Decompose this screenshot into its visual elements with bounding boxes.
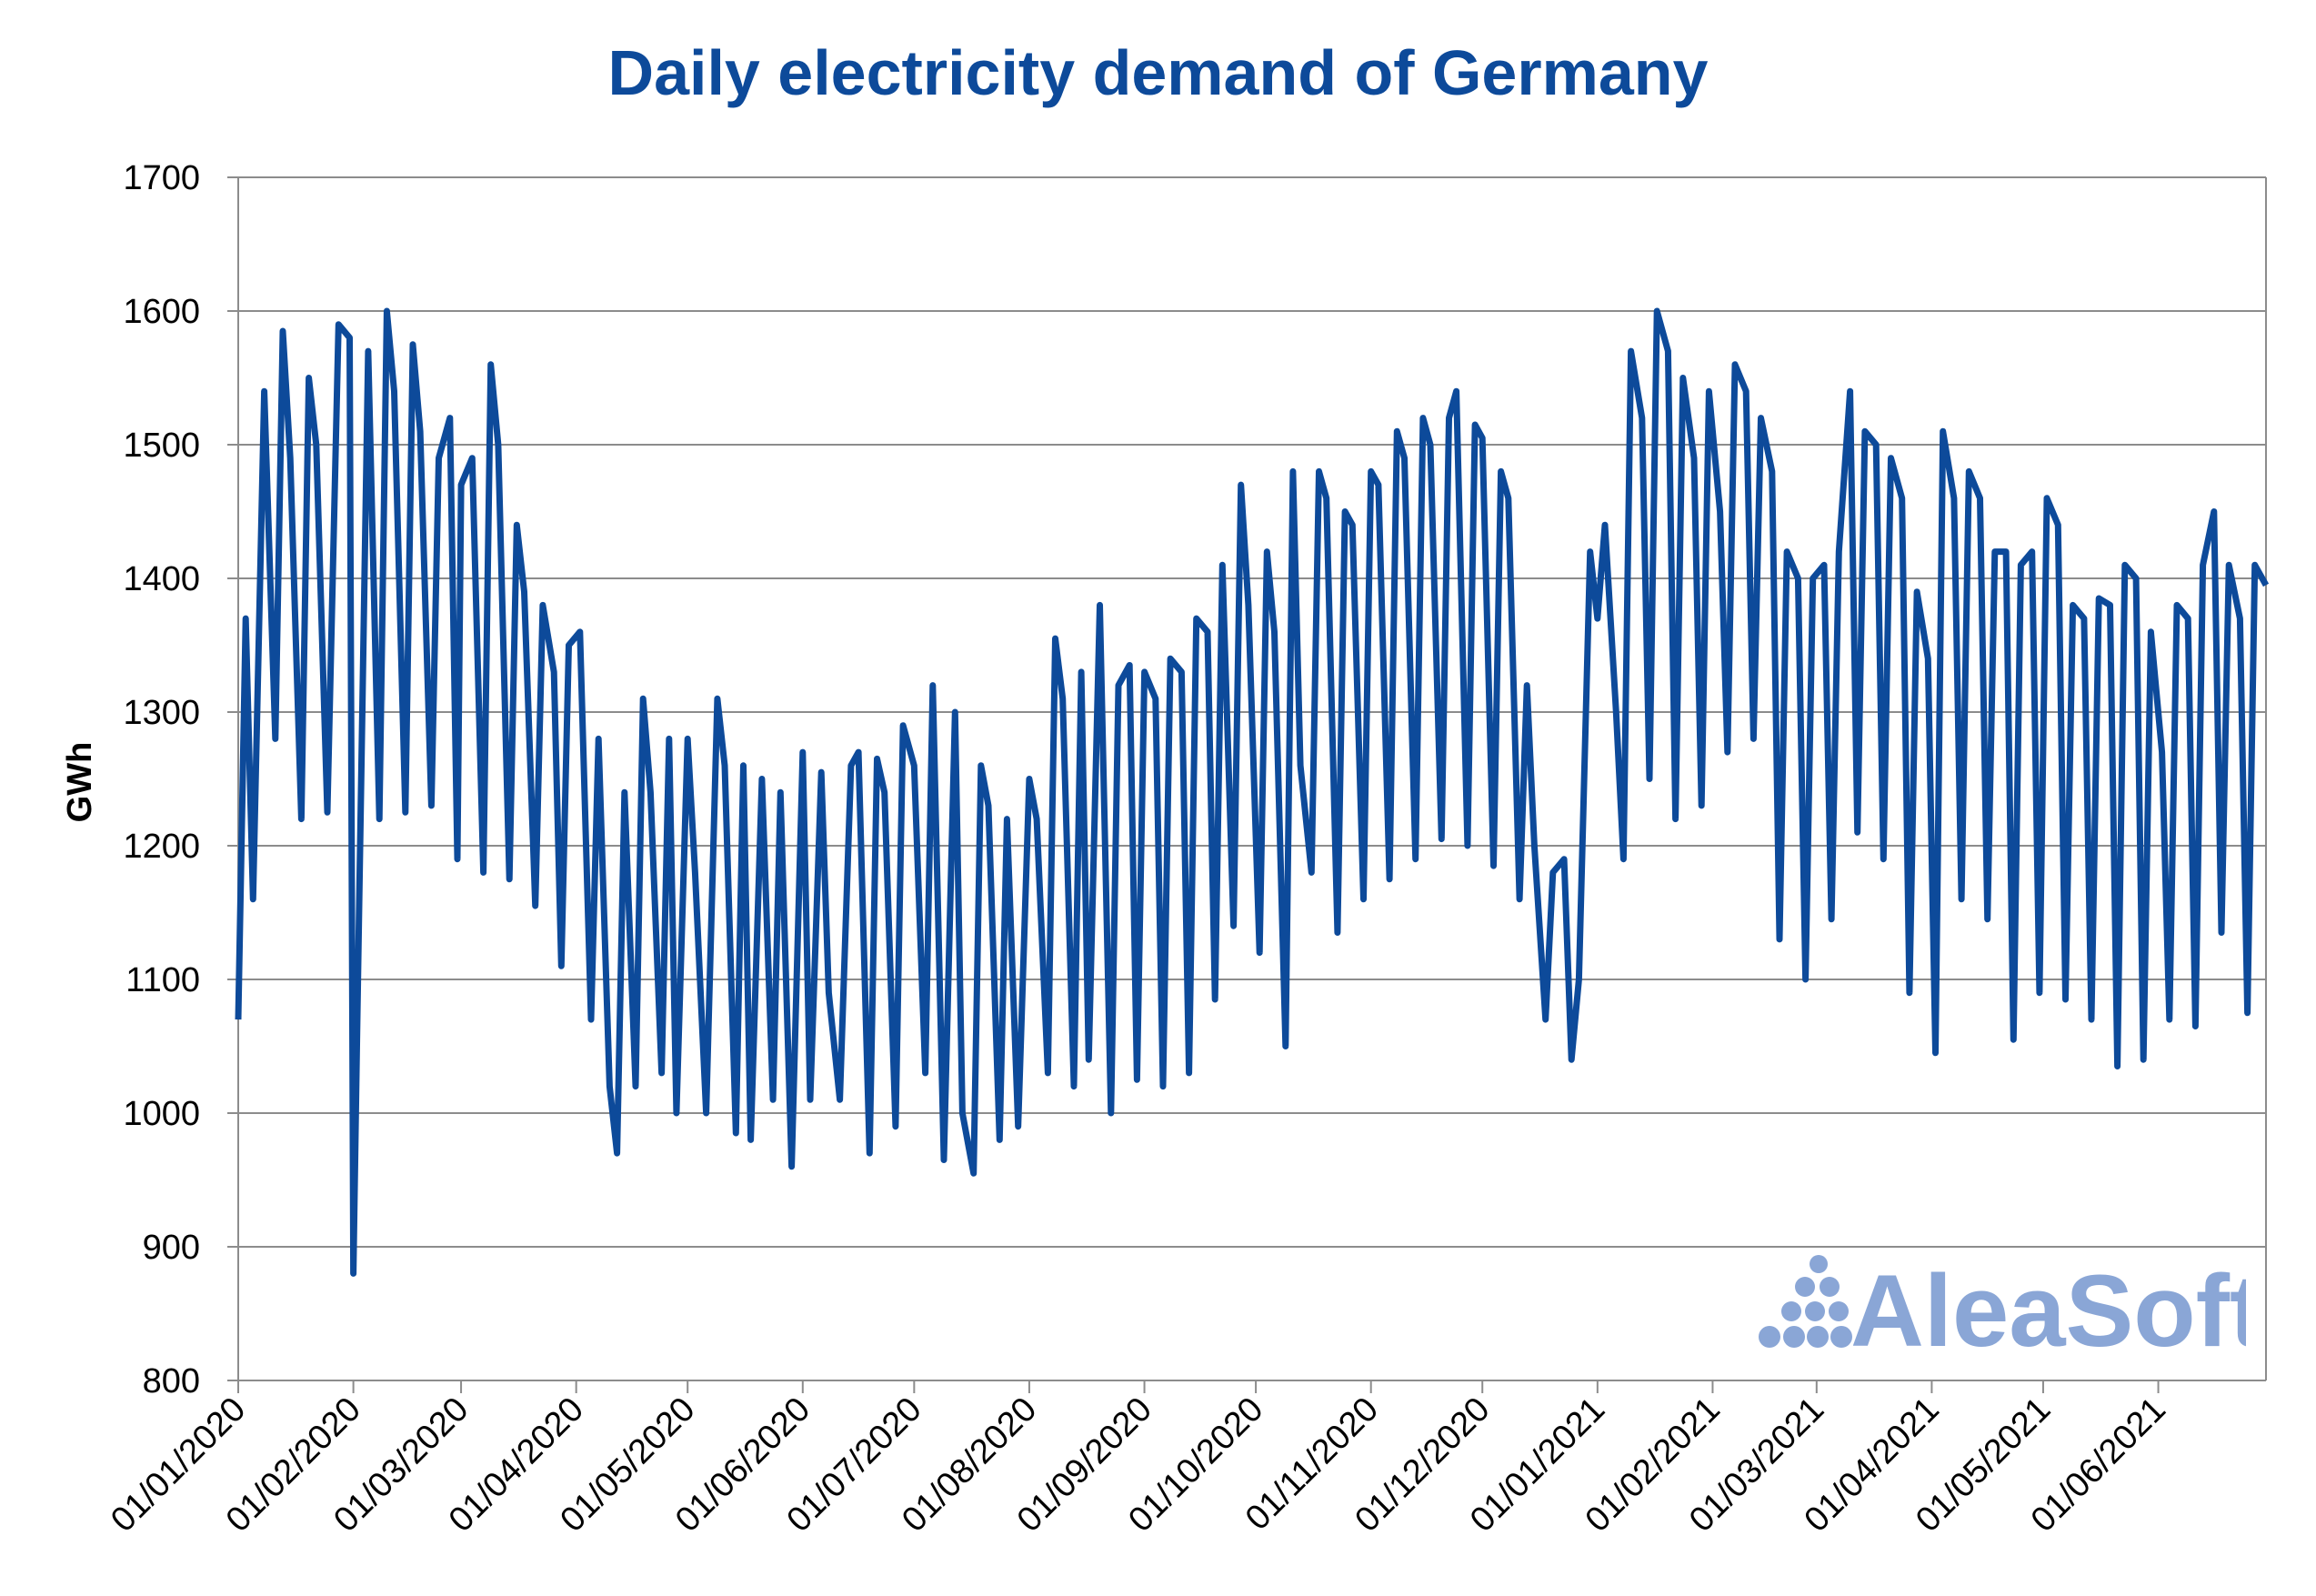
y-tick-label: 800 — [143, 1362, 200, 1400]
demand-series-line — [235, 307, 2270, 1277]
y-tick-label: 1700 — [123, 159, 200, 197]
y-tick-label: 1500 — [123, 427, 200, 465]
logo-dot — [1820, 1277, 1840, 1297]
logo-dot — [1759, 1326, 1780, 1348]
logo-text: AleaSoft — [1850, 1254, 2246, 1368]
logo-dot — [1807, 1326, 1829, 1348]
y-tick-label: 1100 — [125, 961, 200, 999]
y-tick-label: 1600 — [123, 293, 200, 331]
x-axis-ticks: 01/01/202001/02/202001/03/202001/04/2020… — [104, 1380, 2173, 1540]
logo-dot — [1829, 1301, 1849, 1321]
axes — [237, 177, 2267, 1381]
logo-dot — [1783, 1326, 1805, 1348]
y-axis-ticks: 800 900 1000 1100 1200 1300 1400 1500 1600 1700 — [123, 159, 238, 1400]
y-tick-label: 1200 — [123, 828, 200, 866]
y-tick-label: 1400 — [123, 560, 200, 598]
logo-dot — [1781, 1301, 1801, 1321]
chart-title: Daily electricity demand of Germany — [607, 37, 1709, 108]
y-tick-label: 900 — [143, 1229, 200, 1267]
logo-dot — [1795, 1277, 1815, 1297]
series-layer — [235, 307, 2270, 1277]
logo-dot — [1830, 1326, 1852, 1348]
logo-dot — [1805, 1301, 1825, 1321]
logo-dots-icon — [1759, 1255, 1852, 1348]
y-tick-label: 1000 — [123, 1095, 200, 1133]
y-axis-label: GWh — [61, 742, 99, 823]
logo-dot — [1810, 1255, 1828, 1273]
y-tick-label: 1300 — [123, 694, 200, 732]
aleasoft-logo: AleaSoft — [1755, 1246, 2263, 1382]
logo-icon: AleaSoft — [1759, 1254, 2263, 1368]
